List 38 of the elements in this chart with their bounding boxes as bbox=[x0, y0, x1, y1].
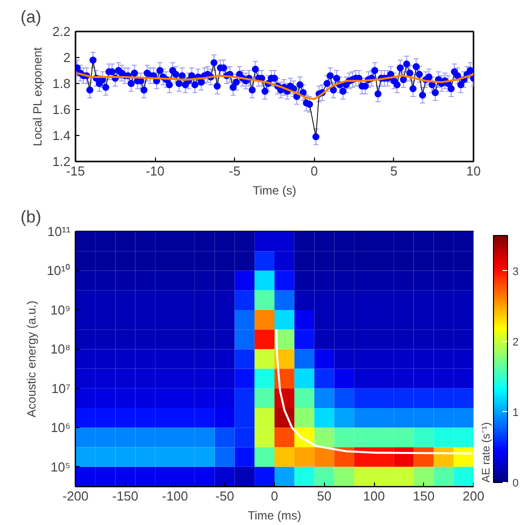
y-tick-label: 10⁶ bbox=[50, 420, 70, 436]
y-axis-title: Acoustic energy (a.u.) bbox=[24, 300, 39, 418]
y-tick-label: 10⁷ bbox=[51, 380, 71, 396]
x-tick-label: 5 bbox=[390, 164, 398, 178]
y-tick-label: 10⁹ bbox=[50, 302, 71, 318]
x-tick-label: -200 bbox=[62, 488, 89, 504]
x-tick-label: 50 bbox=[317, 488, 332, 504]
y-axis-title: Local PL exponent bbox=[30, 46, 44, 146]
x-tick-label: 200 bbox=[462, 488, 484, 504]
x-axis-title: Time (s) bbox=[252, 184, 296, 198]
chart-title: (a) bbox=[20, 8, 42, 26]
color-bar-label: 3 bbox=[512, 266, 519, 278]
y-tick-label: 10⁸ bbox=[50, 342, 71, 357]
y-tick-label: 10¹¹ bbox=[47, 224, 72, 239]
x-axis-title: Time (ms) bbox=[248, 508, 302, 522]
x-tick-label: -10 bbox=[146, 164, 164, 178]
color-bar-title: AE rate (s⁻¹) bbox=[480, 422, 492, 482]
y-tick-label: 2.2 bbox=[52, 24, 71, 39]
x-tick-label: -100 bbox=[162, 488, 188, 504]
color-bar-label: 2 bbox=[512, 336, 519, 348]
x-tick-label: -150 bbox=[112, 488, 138, 504]
y-tick-label: 10¹⁰ bbox=[46, 263, 71, 278]
chart-title: (b) bbox=[20, 208, 42, 226]
y-tick-label: 1.4 bbox=[52, 128, 71, 143]
x-tick-label: 0 bbox=[270, 488, 278, 504]
y-tick-label: 10⁵ bbox=[50, 459, 71, 474]
y-tick-label: 2 bbox=[63, 50, 71, 65]
x-tick-label: 0 bbox=[310, 164, 318, 178]
y-tick-label: 1.8 bbox=[52, 76, 71, 91]
y-tick-label: 1.2 bbox=[52, 154, 71, 169]
x-tick-label: 100 bbox=[363, 488, 385, 504]
x-tick-label: 10 bbox=[466, 164, 481, 178]
color-bar-label: 1 bbox=[512, 406, 519, 419]
y-tick-label: 1.6 bbox=[52, 102, 71, 117]
x-tick-label: 150 bbox=[412, 488, 435, 504]
x-tick-label: -50 bbox=[215, 488, 234, 504]
color-bar-label: 0 bbox=[512, 478, 519, 490]
x-tick-label: -5 bbox=[228, 164, 240, 178]
